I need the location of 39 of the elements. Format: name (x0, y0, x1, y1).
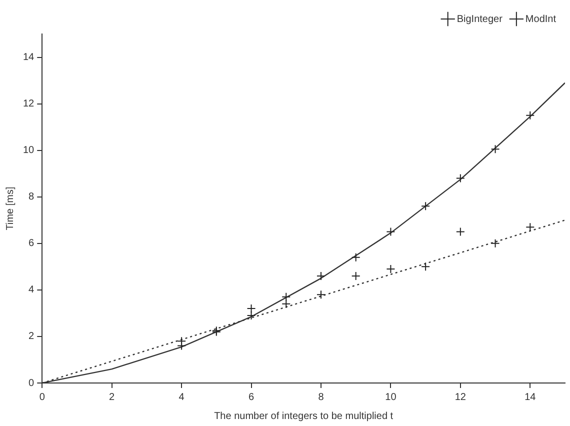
y-tick-label: 2 (28, 331, 35, 342)
point (490, 238, 500, 248)
point (421, 202, 430, 211)
point (386, 227, 396, 236)
y-tick-label: 14 (23, 52, 35, 64)
point (282, 299, 291, 308)
y-tick-label: 10 (23, 145, 35, 156)
point (282, 292, 291, 302)
x-axis-title: The number of integers to be multiplied t (214, 410, 394, 422)
legend-label: ModInt (525, 14, 556, 25)
point (386, 264, 396, 274)
y-tick-label: 6 (28, 238, 35, 250)
y-tick-label: 8 (28, 192, 35, 203)
point (421, 262, 430, 272)
point (456, 227, 465, 236)
x-tick-label: 12 (454, 392, 466, 403)
x-tick-label: 2 (109, 392, 116, 403)
point (351, 271, 360, 280)
x-tick-label: 10 (385, 392, 397, 403)
x-tick-label: 6 (248, 392, 254, 403)
legend-label: BigInteger (456, 14, 504, 25)
x-tick-label: 14 (524, 392, 536, 403)
x-tick-label: 4 (178, 392, 185, 403)
point (316, 271, 326, 280)
x-tick-label: 0 (39, 392, 46, 403)
y-tick-label: 4 (28, 284, 35, 296)
point (351, 252, 360, 262)
x-tick-label: 8 (318, 392, 324, 403)
point (246, 304, 256, 314)
point (526, 222, 535, 232)
y-axis-title: Time [ms] (4, 186, 16, 230)
y-tick-label: 12 (23, 98, 35, 110)
point (526, 110, 535, 120)
point (490, 144, 500, 154)
point (177, 341, 186, 350)
point (246, 311, 256, 320)
point (456, 174, 465, 183)
point (316, 290, 326, 300)
y-tick-label: 0 (28, 378, 35, 389)
